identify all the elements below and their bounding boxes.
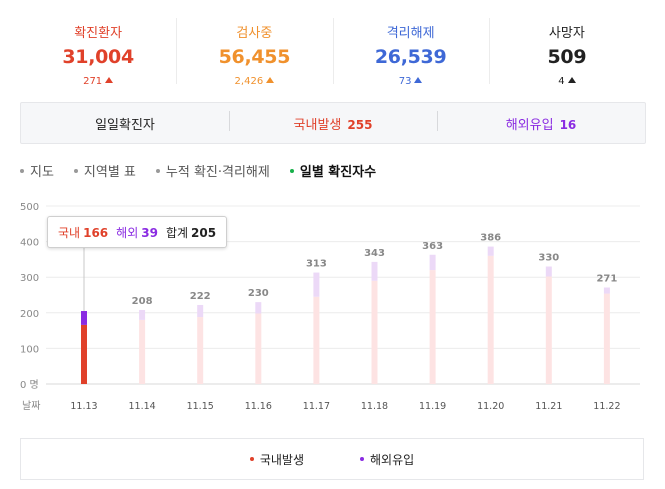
y-tick-label: 400 bbox=[20, 238, 39, 249]
bar-total-label: 230 bbox=[248, 288, 269, 299]
bar-domestic bbox=[487, 255, 494, 384]
tab-region-table[interactable]: 지역별 표 bbox=[73, 161, 136, 180]
bar-total-label: 222 bbox=[190, 291, 211, 302]
tab-map[interactable]: 지도 bbox=[20, 161, 54, 180]
stat-label: 확진환자 bbox=[74, 26, 123, 41]
bar-total-label: 330 bbox=[538, 253, 559, 264]
x-tick-label: 11.19 bbox=[419, 401, 446, 412]
y-tick-label: 200 bbox=[20, 309, 39, 320]
tooltip-overseas: 해외 39 bbox=[116, 225, 158, 240]
stat-value: 31,004 bbox=[62, 46, 134, 68]
y-tick-label: 500 bbox=[20, 202, 39, 213]
up-triangle-icon bbox=[414, 77, 423, 83]
stat-label: 격리해제 bbox=[386, 26, 435, 41]
stat-delta: 73 bbox=[333, 76, 489, 90]
stat-deaths: 사망자 509 4 bbox=[488, 14, 645, 94]
daily-confirmed-label: 일일확진자 bbox=[95, 117, 155, 133]
x-tick-label: 11.20 bbox=[477, 401, 504, 412]
stats-summary: 확진환자 31,004 271 검사중 56,455 2,426 격리해제 26… bbox=[20, 14, 645, 94]
x-axis-label: 날짜 bbox=[22, 400, 40, 412]
stat-label: 검사중 bbox=[236, 26, 273, 41]
y-tick-label: 0 명 bbox=[20, 379, 39, 391]
up-triangle-icon bbox=[105, 77, 114, 83]
bar-total-label: 208 bbox=[132, 296, 153, 307]
bar-domestic bbox=[603, 293, 610, 384]
bar-total-label: 271 bbox=[596, 274, 617, 285]
bar-total-label: 343 bbox=[364, 248, 385, 259]
chart-tabs: 지도 지역별 표 누적 확진·격리해제 일별 확진자수 bbox=[20, 161, 396, 180]
tab-daily-confirmed[interactable]: 일별 확진자수 bbox=[289, 161, 376, 180]
up-triangle-icon bbox=[567, 77, 576, 83]
overseas-count: 16 bbox=[559, 117, 577, 132]
stat-label: 사망자 bbox=[548, 26, 585, 41]
bar-overseas bbox=[139, 309, 146, 320]
bar-total-label: 363 bbox=[422, 241, 443, 252]
chart-legend: 국내발생 해외유입 bbox=[20, 438, 644, 480]
legend-item-overseas[interactable]: 해외유입 bbox=[360, 451, 414, 468]
bar-overseas bbox=[545, 266, 552, 277]
tooltip-total: 합계 205 bbox=[165, 225, 217, 240]
bullet-icon bbox=[289, 168, 294, 173]
bar-total-label: 386 bbox=[480, 233, 501, 244]
bar-domestic bbox=[197, 317, 204, 384]
tooltip-domestic: 국내 166 bbox=[58, 225, 109, 240]
up-triangle-icon bbox=[266, 77, 275, 83]
domestic-count: 255 bbox=[347, 117, 373, 132]
bar-overseas bbox=[371, 261, 378, 281]
bar-overseas bbox=[487, 246, 494, 256]
bar-overseas bbox=[429, 254, 436, 271]
bar-overseas bbox=[313, 272, 320, 297]
x-tick-label: 11.14 bbox=[128, 401, 155, 412]
daily-confirmed-chart: 0 명 100 200 300 400 500 11.13 208 11.14 222 11.15 2… bbox=[0, 195, 665, 420]
x-tick-label: 11.13 bbox=[70, 401, 97, 412]
x-tick-label: 11.17 bbox=[303, 401, 330, 412]
x-tick-label: 11.22 bbox=[593, 401, 620, 412]
chart-canvas: 0 명 100 200 300 400 500 11.13 208 11.14 222 11.15 2… bbox=[20, 202, 640, 412]
bullet-icon bbox=[155, 168, 160, 173]
stat-delta: 2,426 bbox=[176, 76, 332, 90]
chart-tooltip: 국내 166 해외 39 합계 205 bbox=[47, 216, 228, 248]
bar-domestic bbox=[545, 276, 552, 384]
y-tick-label: 100 bbox=[20, 344, 39, 355]
bar-domestic bbox=[371, 280, 378, 384]
bullet-icon bbox=[73, 168, 78, 173]
y-tick-label: 300 bbox=[20, 273, 39, 284]
stat-value: 26,539 bbox=[374, 46, 447, 68]
stat-testing: 검사중 56,455 2,426 bbox=[176, 14, 332, 94]
bar-overseas bbox=[603, 287, 610, 294]
domestic-summary: 국내발생 255 bbox=[229, 110, 437, 133]
x-tick-label: 11.15 bbox=[187, 401, 214, 412]
bar-overseas bbox=[255, 302, 262, 314]
overseas-summary: 해외유입 16 bbox=[437, 110, 645, 133]
bar-domestic bbox=[313, 296, 320, 384]
bar-domestic bbox=[139, 319, 146, 384]
stat-released: 격리해제 26,539 73 bbox=[332, 14, 489, 94]
bar-total-label: 313 bbox=[306, 259, 327, 270]
stat-confirmed: 확진환자 31,004 271 bbox=[20, 14, 176, 94]
bar-domestic bbox=[429, 270, 436, 384]
bar-overseas bbox=[197, 304, 204, 318]
daily-summary-bar: 일일확진자 국내발생 255 해외유입 16 bbox=[20, 102, 646, 144]
x-tick-label: 11.18 bbox=[361, 401, 388, 412]
x-tick-label: 11.21 bbox=[535, 401, 562, 412]
tab-cumulative[interactable]: 누적 확진·격리해제 bbox=[155, 161, 270, 180]
x-tick-label: 11.16 bbox=[245, 401, 272, 412]
bar-overseas bbox=[81, 311, 87, 325]
bullet-icon bbox=[20, 168, 24, 173]
legend-item-domestic[interactable]: 국내발생 bbox=[249, 451, 304, 468]
stat-delta: 4 bbox=[489, 76, 645, 90]
stat-value: 56,455 bbox=[218, 46, 291, 68]
bar-domestic bbox=[81, 324, 87, 384]
stat-value: 509 bbox=[547, 46, 587, 68]
legend-dot-icon bbox=[249, 457, 254, 461]
stat-delta: 271 bbox=[20, 76, 176, 90]
bar-domestic bbox=[255, 313, 262, 384]
legend-dot-icon bbox=[360, 457, 364, 461]
